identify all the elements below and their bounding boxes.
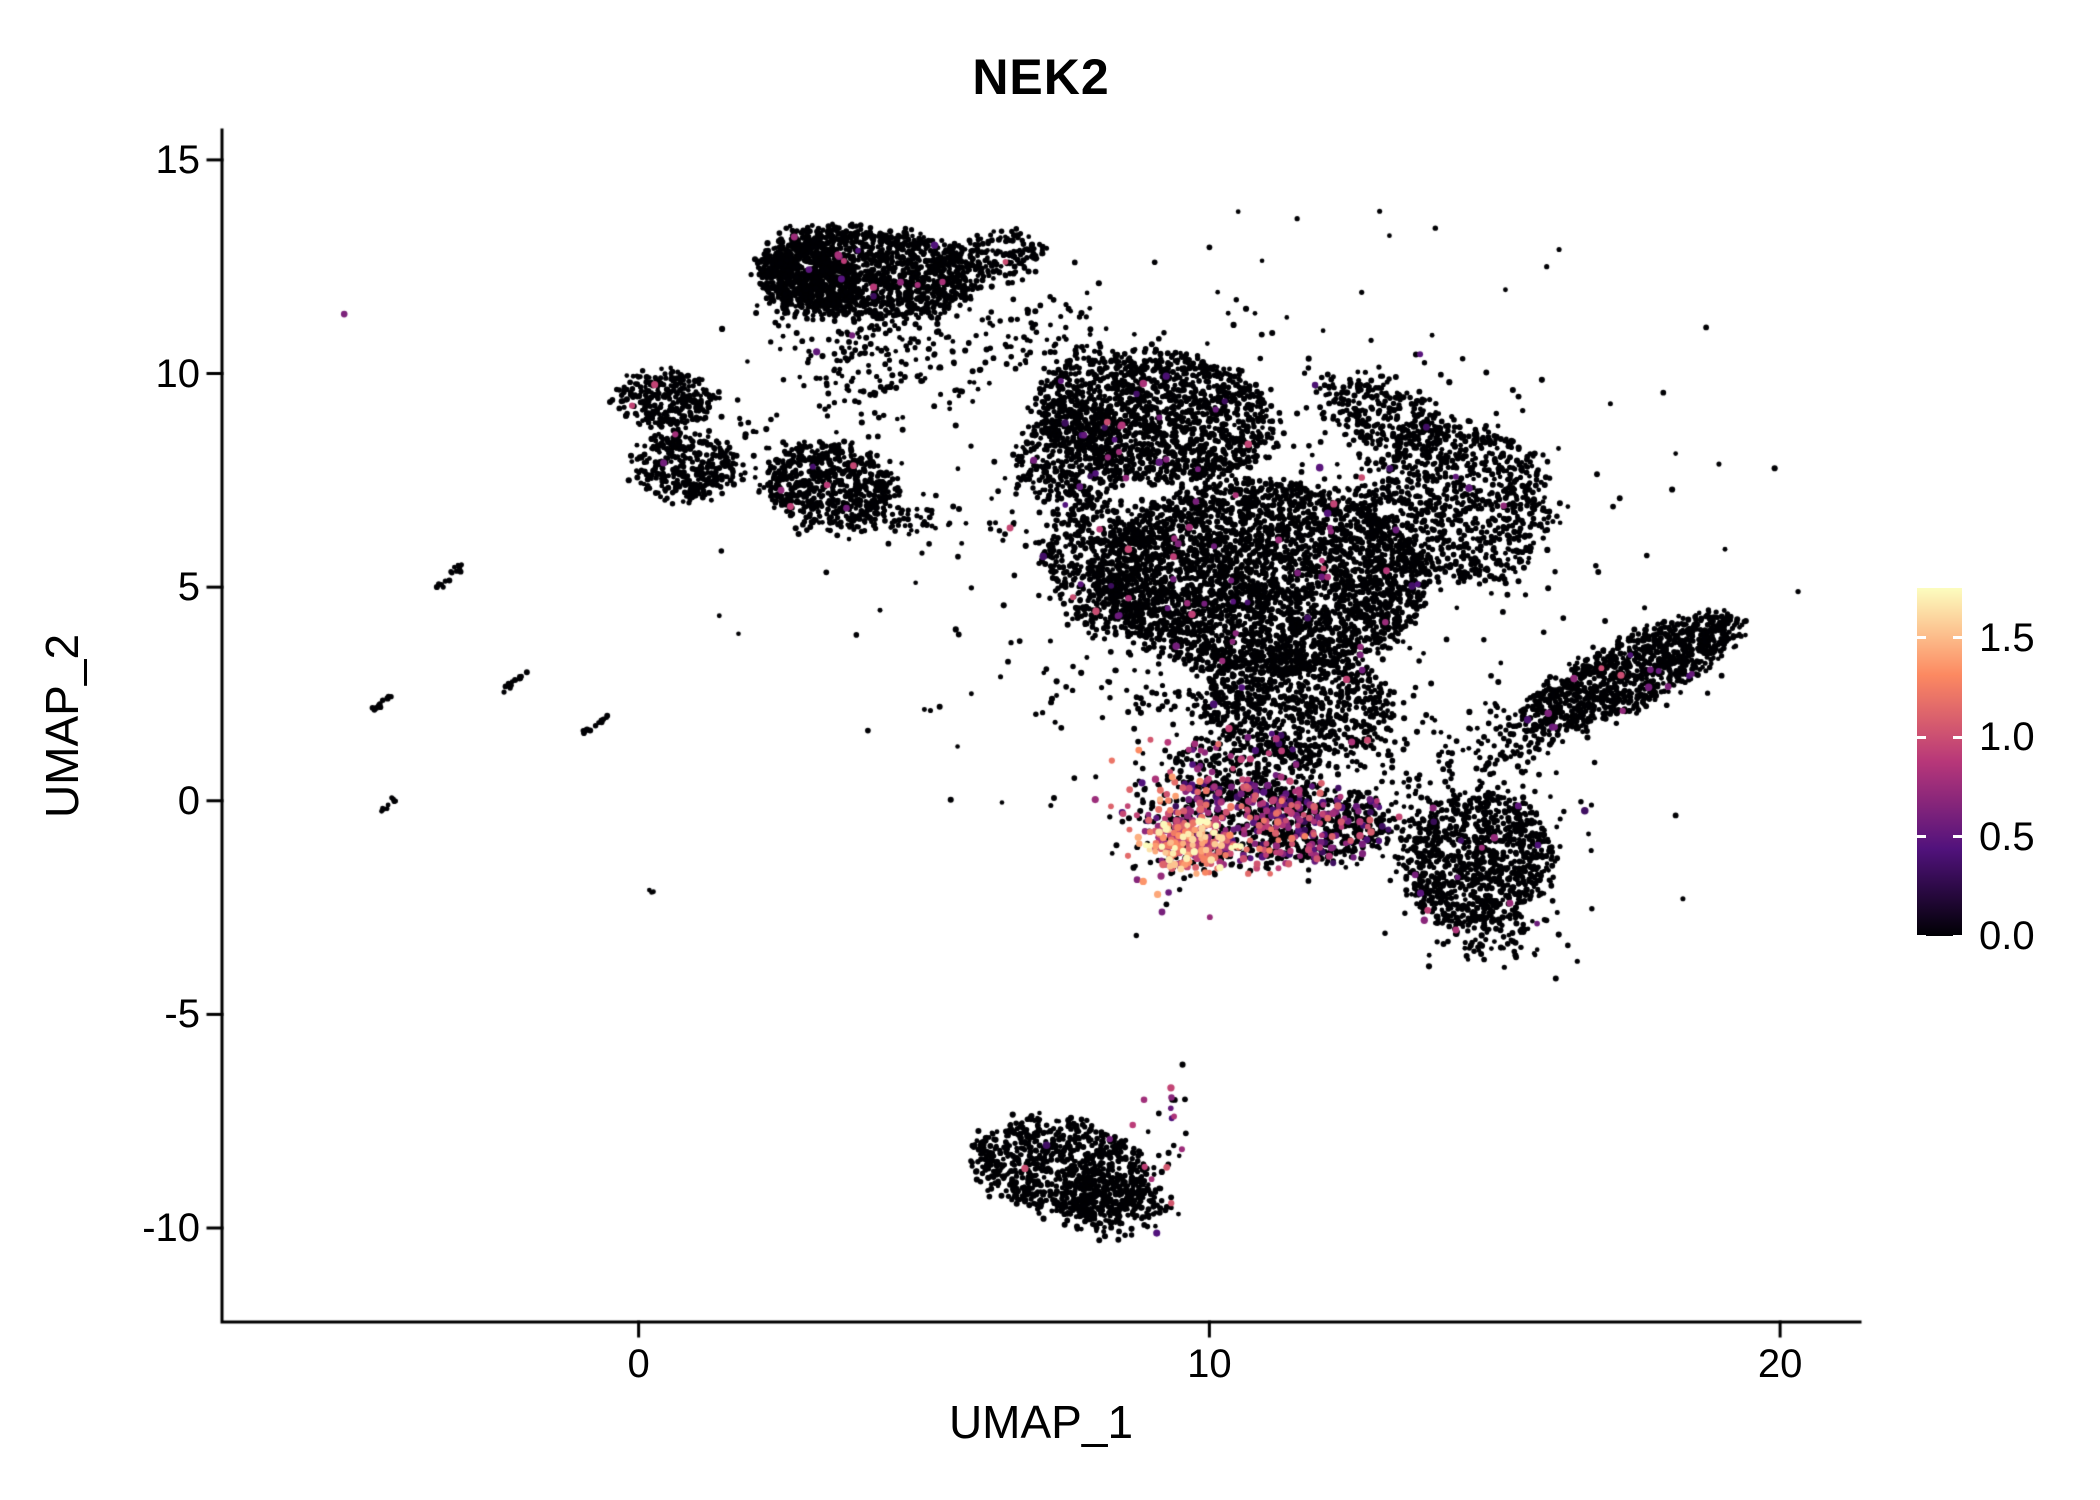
colorbar-tick-label: 1.0: [1979, 715, 2035, 760]
y-tick-label: -5: [164, 992, 200, 1037]
colorbar-tick-mark: [1917, 735, 1926, 739]
x-axis-title: UMAP_1: [948, 1396, 1134, 1448]
y-tick-label: 15: [155, 137, 201, 182]
y-tick-label: 5: [177, 565, 200, 610]
y-axis-title: UMAP_2: [36, 633, 88, 819]
plot-title: NEK2: [972, 49, 1110, 105]
x-tick-label: 0: [627, 1342, 650, 1386]
colorbar-tick-mark: [1917, 934, 1926, 938]
colorbar-tick-mark: [1953, 934, 1962, 938]
colorbar-tick-label: 0.0: [1979, 914, 2035, 958]
colorbar-legend: 0.0 0.5 1.0 1.5: [1917, 588, 2035, 958]
colorbar-tick-mark: [1953, 735, 1962, 739]
x-tick-label: 10: [1187, 1342, 1232, 1386]
colorbar-tick-mark: [1917, 835, 1926, 839]
colorbar-tick-mark: [1953, 636, 1962, 640]
x-tick-label: 20: [1757, 1342, 1803, 1386]
colorbar-tick-mark: [1953, 835, 1962, 839]
colorbar-tick-mark: [1917, 636, 1926, 640]
colorbar-gradient: [1917, 588, 1962, 936]
y-tick-label: -10: [142, 1206, 200, 1250]
colorbar-tick-label: 0.5: [1979, 814, 2035, 859]
y-tick-label: 0: [177, 778, 200, 823]
y-tick-label: 10: [155, 351, 201, 396]
colorbar-tick-label: 1.5: [1979, 615, 2035, 660]
